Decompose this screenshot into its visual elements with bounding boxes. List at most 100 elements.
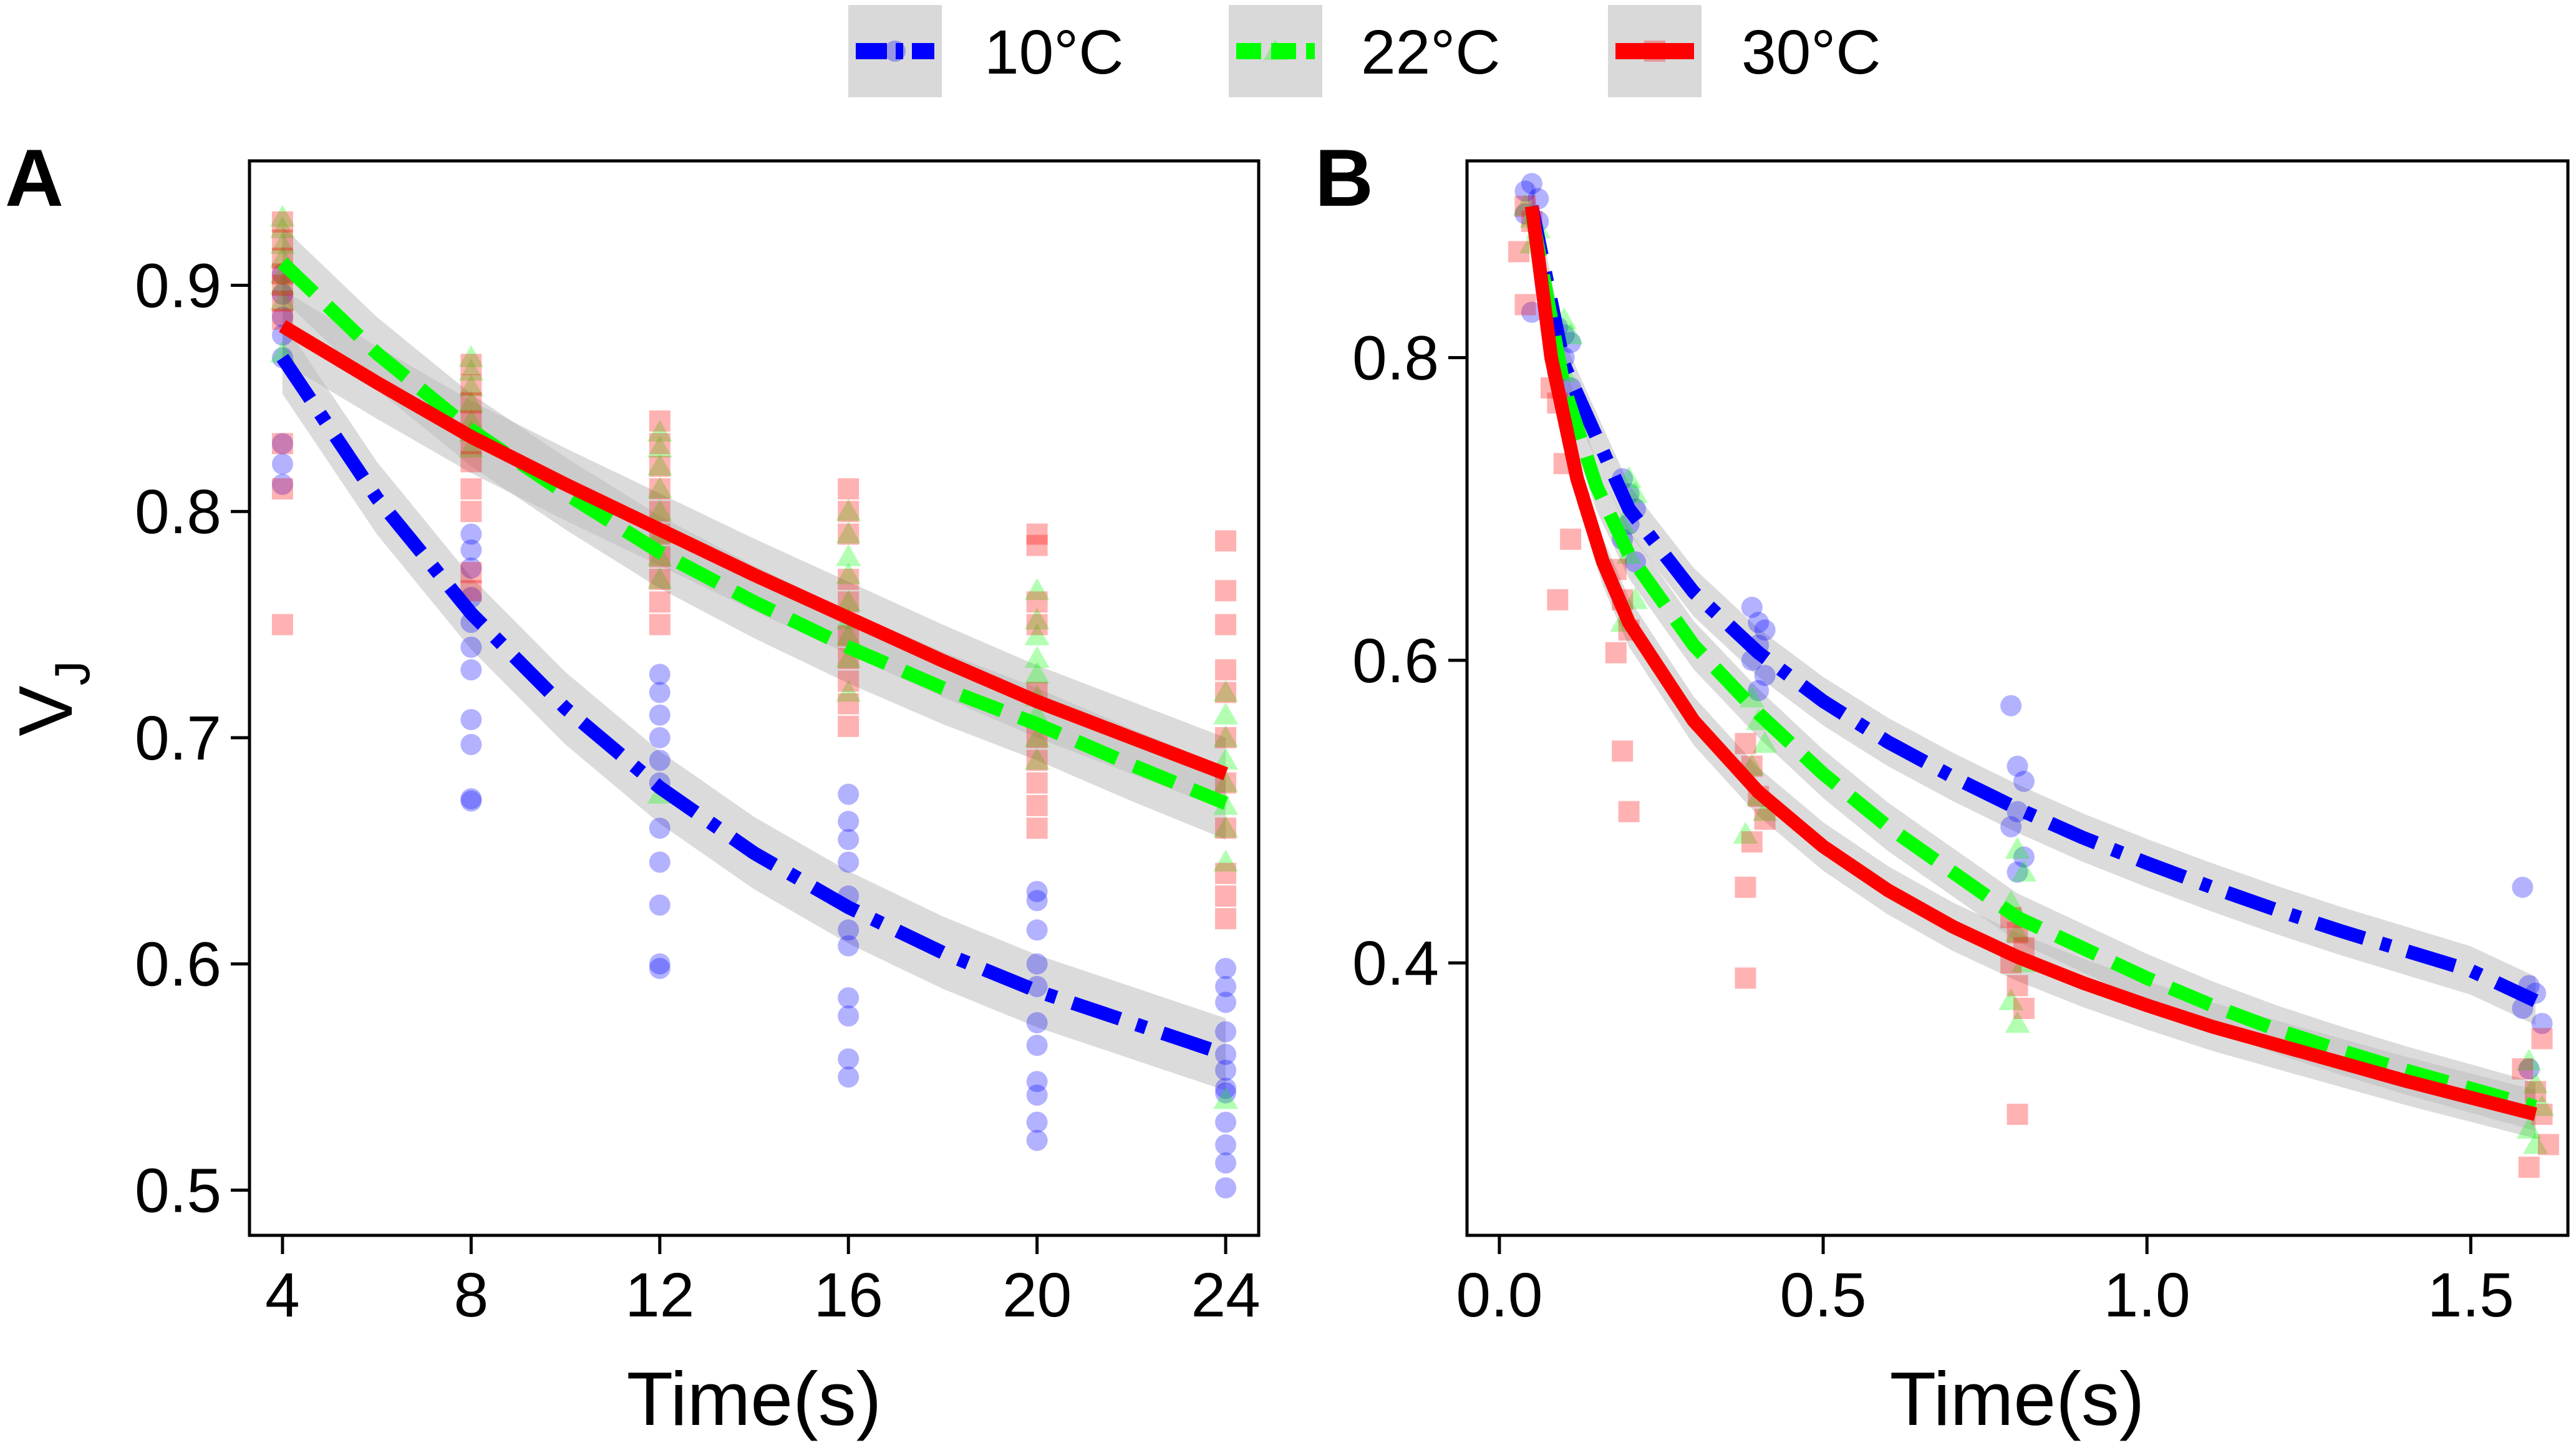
panel-a: A 4 8 12 16 20 24 0.5 0.6 0.7 0.8 0.9 Time(s) VJ [3, 132, 1261, 1441]
panel-a-point-30c [838, 523, 859, 545]
panel-a-point-10c [649, 894, 671, 916]
panel-a-point-10c [271, 453, 293, 475]
panel-a-point-22c [647, 499, 672, 521]
panel-a-point-22c [1024, 578, 1050, 601]
panel-a-y-axis-title-main: V [3, 685, 88, 736]
panel-b-point-10c [1754, 619, 1776, 641]
panel-a-point-22c [836, 562, 861, 584]
panel-a-point-10c [1026, 890, 1048, 912]
panel-b-point-22c [2523, 1132, 2549, 1154]
panel-a-point-10c [460, 708, 482, 730]
panel-a-point-22c [836, 623, 861, 645]
panel-a-y-tick-label: 0.8 [135, 477, 221, 547]
panel-a-fit-line-22c [278, 258, 1229, 810]
panel-b-point-10c [2000, 695, 2022, 717]
panel-a-x-tick-label: 20 [1002, 1260, 1072, 1330]
panel-a-point-30c [1215, 726, 1237, 748]
legend-label-10c: 10°C [984, 17, 1123, 87]
panel-a-y-tick-label: 0.5 [135, 1156, 221, 1225]
panel-b-y-tick-label: 0.4 [1352, 929, 1439, 998]
panel-b-x-tick-label: 1.5 [2428, 1260, 2514, 1330]
panel-a-point-10c [838, 1005, 859, 1027]
panel-a-point-30c [460, 374, 482, 396]
panel-b-point-30c [1547, 589, 1569, 611]
panel-a-point-22c [458, 390, 484, 413]
panel-b-point-30c [2518, 1156, 2540, 1178]
panel-b-point-10c [1624, 551, 1646, 573]
legend-item-22c: 22°C [1229, 5, 1500, 97]
panel-a-point-22c [1024, 623, 1050, 645]
panel-b-point-10c [2013, 770, 2035, 792]
panel-b-band-22c [1531, 190, 2536, 1131]
panel-b: B 0.0 0.5 1.0 1.5 0.4 0.6 0.8 Time(s) [1315, 132, 2570, 1441]
panel-a-point-22c [647, 453, 672, 476]
panel-b-point-22c [1998, 988, 2024, 1010]
panel-a-x-axis-title: Time(s) [627, 1356, 882, 1441]
panel-a-point-10c [838, 783, 859, 805]
panel-a-x-tick-label: 24 [1191, 1260, 1260, 1330]
panel-a-point-10c [649, 750, 671, 771]
panel-a-point-10c [460, 733, 482, 755]
panel-a-point-30c [838, 478, 859, 500]
panel-a-point-30c [649, 591, 671, 613]
panel-a-point-30c [271, 229, 293, 251]
legend-marker-22c [1264, 39, 1287, 60]
panel-b-point-30c [1612, 740, 1634, 762]
panel-b-point-10c [1514, 180, 1536, 202]
panel-a-point-10c [460, 636, 482, 658]
panel-b-x-tick-label: 0.0 [1456, 1260, 1542, 1330]
panel-b-point-22c [2516, 1048, 2542, 1071]
panel-b-point-22c [1622, 587, 1648, 609]
panel-a-point-10c [838, 811, 859, 833]
panel-a-point-30c [649, 569, 671, 591]
panel-a-y-tick-label: 0.6 [135, 930, 221, 1000]
panel-a-point-10c [1026, 975, 1048, 997]
panel-a-point-30c [1215, 885, 1237, 907]
panel-a-axes: 4 8 12 16 20 24 0.5 0.6 0.7 0.8 0.9 [135, 251, 1261, 1330]
panel-b-point-22c [1739, 685, 1765, 708]
panel-a-point-10c [460, 790, 482, 812]
panel-a-point-22c [647, 476, 672, 498]
panel-a-point-30c [1026, 794, 1048, 816]
panel-a-point-30c [1026, 818, 1048, 839]
panel-a-point-22c [269, 205, 295, 227]
legend-label-30c: 30°C [1741, 17, 1881, 87]
panel-a-point-10c [1215, 1043, 1237, 1065]
panel-a-x-tick-label: 4 [265, 1260, 300, 1330]
panel-a-point-30c [460, 562, 482, 584]
panel-b-point-10c [1741, 596, 1763, 618]
panel-a-point-22c [269, 216, 295, 238]
panel-a-point-30c [649, 501, 671, 523]
panel-a-point-30c [649, 455, 671, 477]
panel-b-point-22c [1733, 821, 1758, 844]
panel-a-point-22c [1213, 770, 1239, 793]
panel-a-plot [269, 205, 1239, 1199]
panel-a-point-10c [1026, 919, 1048, 941]
panel-a-point-10c [460, 788, 482, 809]
panel-a-point-10c [1215, 957, 1237, 979]
panel-a-point-22c [1213, 849, 1239, 872]
panel-a-point-10c [1026, 1084, 1048, 1106]
panel-a-point-10c [649, 818, 671, 839]
panel-a-point-10c [271, 433, 293, 455]
panel-a-point-22c [836, 589, 861, 612]
panel-a-point-22c [1213, 793, 1239, 815]
panel-b-point-22c [2005, 1011, 2030, 1033]
panel-a-point-10c [1026, 953, 1048, 975]
panel-b-point-10c [1748, 680, 1770, 702]
panel-a-point-10c [460, 659, 482, 681]
panel-a-point-22c [458, 345, 484, 367]
panel-b-point-10c [1521, 301, 1542, 323]
panel-a-point-10c [1215, 1059, 1237, 1081]
panel-a-y-axis-title: VJ [3, 660, 100, 736]
panel-b-point-10c [1521, 173, 1542, 195]
panel-a-point-10c [1026, 881, 1048, 902]
panel-b-frame [1465, 159, 2570, 1237]
panel-a-point-10c [1215, 1134, 1237, 1156]
panel-a-point-30c [838, 569, 859, 591]
panel-b-point-30c [2512, 1058, 2534, 1080]
panel-a-point-30c [460, 478, 482, 500]
panel-a-point-22c [1213, 725, 1239, 747]
panel-a-point-10c [271, 473, 293, 495]
panel-b-point-30c [1514, 294, 1536, 316]
